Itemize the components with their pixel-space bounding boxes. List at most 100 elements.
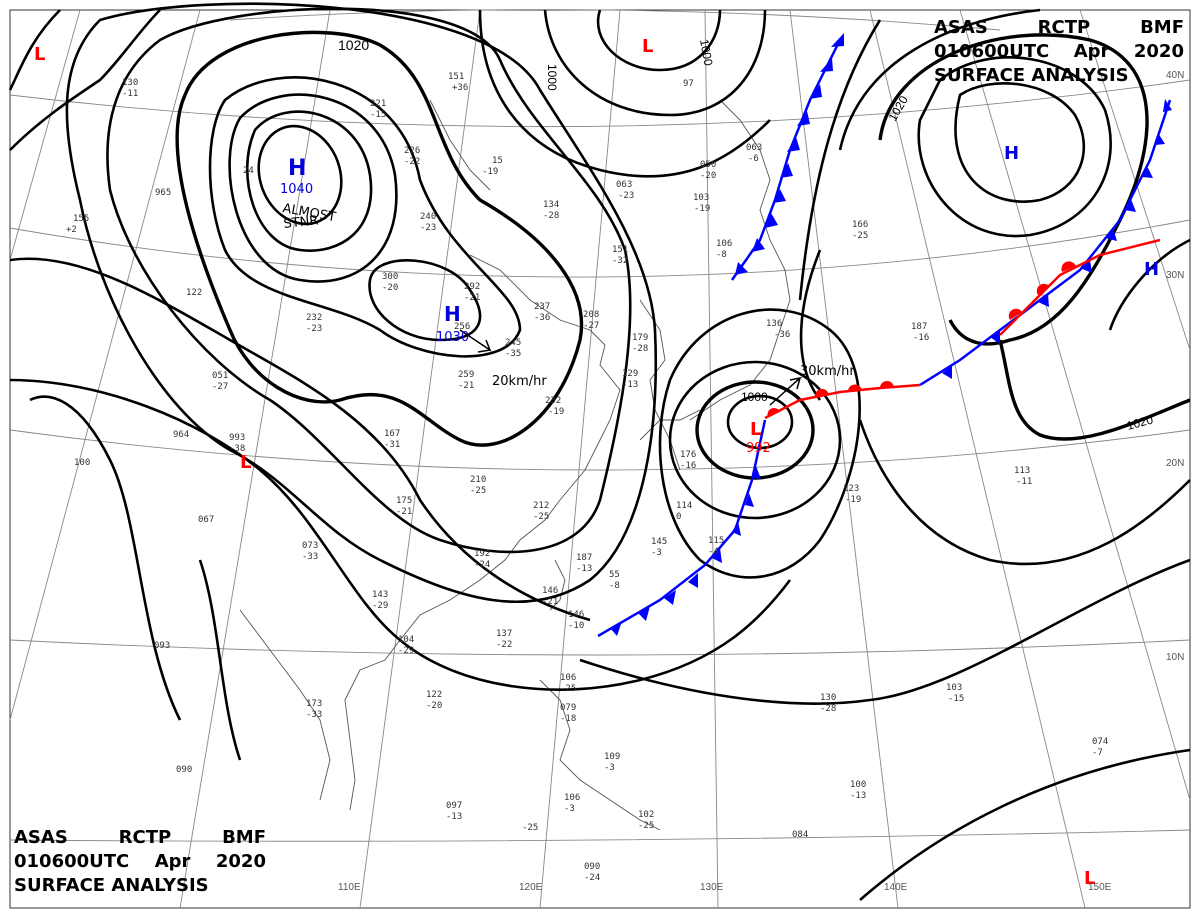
high-motion-speed: 20km/hr	[492, 374, 547, 389]
isobar-1032	[228, 93, 398, 283]
station-value: 151	[612, 245, 628, 255]
station-value: 210	[470, 475, 486, 485]
station-value: -25	[533, 512, 549, 522]
isobar-1008-low	[658, 308, 861, 579]
station-value: 063	[616, 180, 632, 190]
isobar-label: 1000	[545, 64, 559, 91]
cold-front-triangle	[780, 163, 793, 178]
station-value: 084	[792, 830, 808, 840]
station-value: 166	[852, 220, 868, 230]
station-value: -23	[420, 223, 436, 233]
meridian-120e	[539, 9, 621, 909]
isobar-1004-low	[668, 360, 842, 520]
lon-label: 120E	[519, 882, 543, 893]
station-value: -21	[464, 293, 480, 303]
station-value: -18	[560, 714, 576, 724]
lat-line-50n	[229, 9, 1001, 31]
lon-label: 110E	[338, 882, 361, 893]
station-value: +36	[452, 83, 468, 93]
cold-front-triangle	[1163, 99, 1172, 112]
cold-front-triangle	[735, 262, 748, 275]
meridian-110e	[359, 9, 481, 909]
lat-label: 40N	[1166, 70, 1184, 81]
chart-header-top: ASAS RCTP BMF 010600UTC Apr 2020 SURFACE ANA…	[934, 16, 1184, 88]
inland-border	[429, 99, 491, 191]
station-value: 100	[74, 458, 90, 468]
station-value: 237	[534, 302, 550, 312]
lat-line-0	[9, 829, 1191, 842]
station-value: 051	[212, 371, 228, 381]
station-value: -29	[398, 646, 414, 656]
isobar-1028-ne	[954, 82, 1086, 203]
station-value: 106	[560, 673, 576, 683]
warm-front-semicircle	[847, 384, 862, 392]
warm-front-semicircle	[1036, 283, 1050, 295]
station-value: 55	[609, 570, 620, 580]
cold-front-main	[597, 419, 767, 638]
station-value: -11	[1016, 477, 1032, 487]
station-value: 123	[843, 484, 859, 494]
header-source: BMF	[1140, 17, 1184, 38]
station-value: 104	[398, 635, 414, 645]
station-value: 102	[638, 810, 654, 820]
cold-front-triangle	[712, 548, 722, 563]
station-value: 232	[545, 396, 561, 406]
station-value: 256	[454, 322, 470, 332]
station-value: 129	[622, 369, 638, 379]
station-value: -29	[372, 601, 388, 611]
cold-front-triangle	[1080, 260, 1092, 273]
station-value: -19	[845, 495, 861, 505]
cold-front-triangle	[990, 330, 1000, 344]
meridian	[179, 9, 331, 909]
cold-front-triangle	[753, 466, 761, 479]
warm-front-semicircle	[814, 388, 829, 397]
station-value: 122	[426, 690, 442, 700]
cold-front-triangle	[610, 621, 622, 636]
station-value: -28	[632, 344, 648, 354]
station-value: -23	[306, 324, 322, 334]
lat-label: 10N	[1166, 652, 1184, 663]
station-value: 097	[446, 801, 462, 811]
isobar-label: 1000	[741, 390, 768, 404]
low-symbol: L	[34, 44, 45, 65]
station-value: 050	[700, 160, 716, 170]
isobar-sw	[198, 559, 242, 761]
isobar-nw-corner	[8, 9, 61, 91]
station-value: -13	[622, 380, 638, 390]
station-value: 122	[186, 288, 202, 298]
station-value: 212	[533, 501, 549, 511]
warm-front-semicircle	[767, 408, 780, 417]
isobar-1028	[208, 76, 522, 358]
station-value: 130	[122, 78, 138, 88]
isobar-e-high	[1108, 238, 1191, 331]
low-motion-speed: 30km/hr	[800, 364, 855, 379]
station-value: 151	[448, 72, 464, 82]
warm-front-semicircle	[880, 381, 894, 388]
station-value: 167	[384, 429, 400, 439]
station-value: -10	[568, 621, 584, 631]
station-value: 155	[73, 214, 89, 224]
station-value: 187	[576, 553, 592, 563]
header-time: 010600UTC	[14, 851, 130, 872]
high-pressure-value: 1030	[436, 330, 469, 345]
station-value: 245	[505, 338, 521, 348]
station-value: 232	[306, 313, 322, 323]
warm-front-semicircle	[1008, 308, 1022, 320]
station-value: -20	[700, 171, 716, 181]
cold-front-north	[730, 33, 844, 281]
lat-label: 20N	[1166, 458, 1184, 469]
station-value: 97	[683, 79, 694, 89]
cold-front-triangle	[809, 84, 822, 99]
cold-front-triangle	[1155, 133, 1165, 145]
cold-front-triangle	[688, 573, 698, 588]
station-value: -16	[680, 461, 696, 471]
pressure-systems: H 1040 ALMOST STNR H 1030 20km/hr H H L …	[34, 36, 1159, 889]
station-value: -3	[651, 548, 662, 558]
station-value: 145	[651, 537, 667, 547]
isobar-1020-e	[998, 339, 1191, 441]
high-symbol: H	[288, 156, 306, 181]
station-value: -23	[618, 191, 634, 201]
isobar-n-low-1	[596, 9, 722, 72]
isobar-1040	[257, 124, 343, 226]
